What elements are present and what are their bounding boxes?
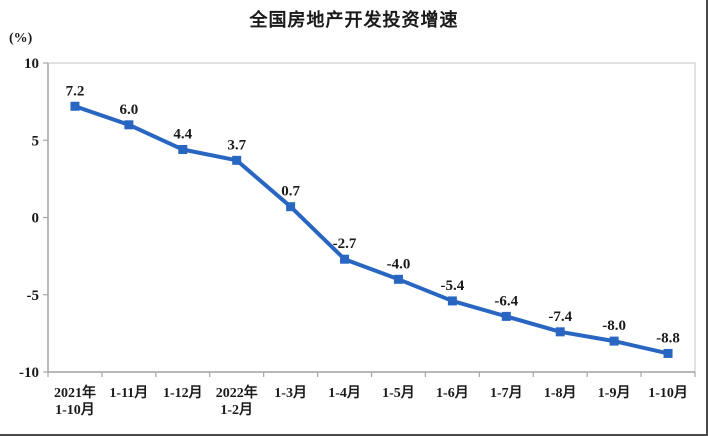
data-series-line [72, 104, 671, 356]
data-label: -8.0 [602, 318, 626, 334]
x-tick-label: 1-8月 [544, 385, 577, 401]
chart-title: 全国房地产开发投资增速 [249, 10, 459, 30]
axes [47, 63, 695, 373]
plot-frame [47, 62, 696, 373]
data-point-marker [447, 296, 457, 306]
data-point-marker [232, 155, 242, 165]
x-tick-label: 1-7月 [490, 385, 523, 401]
data-point-marker [609, 336, 619, 346]
x-tick-label: 1-2月 [220, 402, 253, 418]
data-point-marker [70, 101, 80, 111]
y-tick-label: 10 [24, 56, 39, 72]
data-point-marker [340, 254, 350, 264]
data-point-marker [124, 120, 134, 130]
x-tick-label: 1-9月 [598, 385, 631, 401]
x-axis-ticks [47, 372, 696, 377]
data-label: 4.4 [173, 127, 192, 143]
y-tick-label: -5 [27, 288, 40, 304]
data-label: -6.4 [494, 293, 518, 309]
x-tick-label: 1-4月 [328, 385, 361, 401]
x-tick-label: 1-5月 [382, 385, 415, 401]
x-tick-label: 1-6月 [436, 385, 469, 401]
data-labels: 7.2 6.0 4.4 3.7 0.7 -2.7 -4.0 -5.4 -6.4 -7.4 -8.0 -… [66, 83, 680, 346]
data-label: 6.0 [120, 102, 139, 118]
y-tick-label: -10 [19, 365, 39, 381]
data-point-marker [286, 202, 296, 212]
x-tick-label: 1-10月 [648, 385, 688, 401]
x-tick-label: 2022年 [216, 384, 258, 401]
data-label: -7.4 [548, 309, 572, 325]
data-label: -2.7 [333, 236, 357, 252]
data-point-marker [393, 274, 403, 284]
data-point-marker [663, 348, 673, 358]
data-label: -5.4 [441, 278, 465, 294]
data-label: 3.7 [227, 137, 246, 153]
x-tick-label: 1-3月 [274, 385, 307, 401]
y-tick-label: 0 [32, 211, 40, 227]
x-tick-label: 1-12月 [163, 385, 203, 401]
y-axis: 10 5 0 -5 -10 [19, 56, 48, 381]
x-tick-label: 1-10月 [55, 402, 95, 418]
data-point-marker [178, 145, 188, 155]
data-label: 7.2 [66, 83, 85, 99]
x-tick-label: 2021年 [54, 384, 96, 401]
data-label: -4.0 [387, 256, 411, 272]
data-label: -8.8 [656, 330, 680, 346]
y-tick-label: 5 [32, 133, 40, 149]
data-point-markers [70, 101, 673, 358]
data-point-marker [501, 311, 511, 321]
data-label: 0.7 [281, 184, 300, 200]
data-point-marker [555, 327, 565, 337]
x-tick-label: 1-11月 [109, 385, 148, 401]
y-axis-unit-label: (%) [9, 31, 33, 46]
